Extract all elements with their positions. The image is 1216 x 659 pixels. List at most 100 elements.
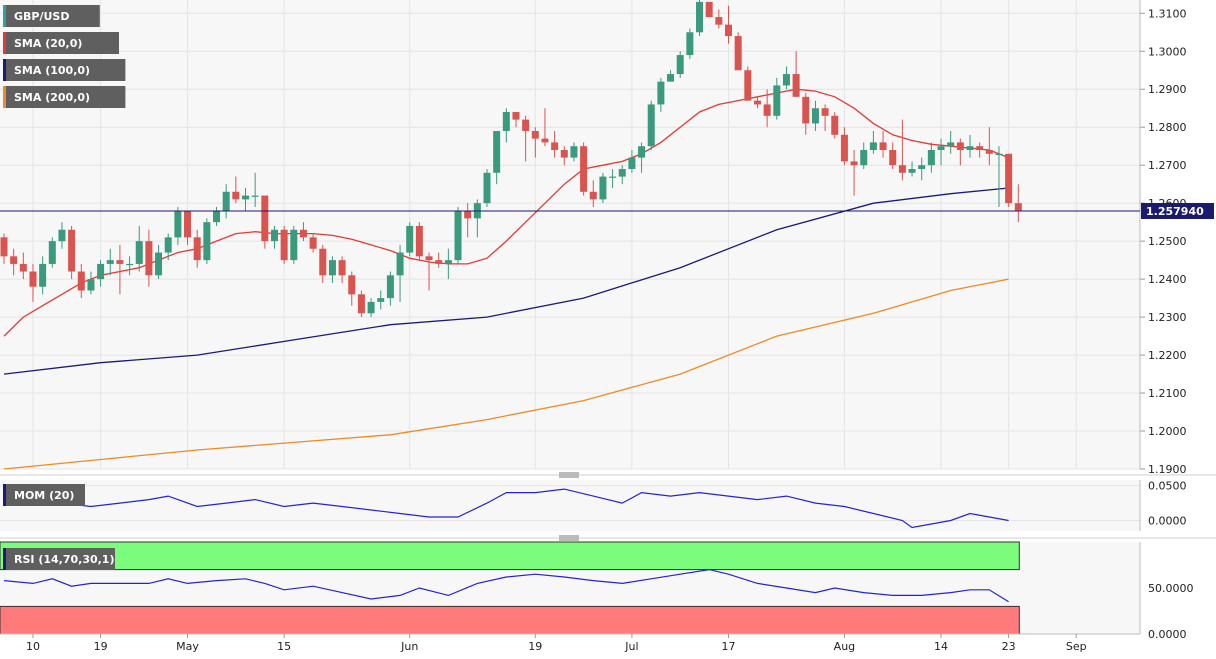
legend-box: [3, 5, 100, 27]
mom-panel-background: [0, 480, 1140, 531]
candle-body: [696, 1, 704, 33]
price-panel-background: [0, 0, 1140, 469]
price-tick-label: 1.2900: [1148, 83, 1187, 96]
candle-body: [1014, 203, 1022, 211]
candle-body: [1005, 153, 1013, 204]
candle-body: [425, 256, 433, 261]
candle-body: [126, 263, 134, 266]
legend-box: [3, 484, 85, 506]
candle-body: [860, 150, 868, 166]
candle-body: [966, 146, 974, 151]
candle-body: [589, 191, 597, 200]
candle-body: [947, 142, 955, 147]
candle-body: [618, 168, 626, 177]
candle-body: [705, 1, 713, 18]
candle-body: [444, 260, 452, 264]
legend-label: SMA (20,0): [14, 37, 82, 50]
legend-label: SMA (200,0): [14, 91, 90, 104]
candle-body: [676, 55, 684, 75]
legend-label: RSI (14,70,30,1): [14, 553, 114, 566]
legend-box: [3, 59, 126, 81]
candle-body: [869, 142, 877, 151]
candle-body: [821, 108, 829, 116]
x-tick-label: Jun: [400, 640, 418, 653]
price-panel: [0, 0, 1216, 469]
candle-body: [763, 104, 771, 116]
candle-body: [609, 176, 617, 178]
candle-body: [744, 70, 752, 101]
candle-body: [551, 142, 559, 151]
candle-body: [464, 210, 472, 219]
candle-body: [541, 138, 549, 143]
candles: [0, 0, 1022, 318]
candle-body: [879, 142, 887, 151]
sma-line: [3, 187, 1009, 375]
candle-body: [87, 279, 95, 291]
candle-body: [145, 241, 153, 276]
candle-body: [512, 112, 520, 120]
legend-box: [3, 86, 126, 108]
candle-body: [242, 195, 249, 200]
candle-body: [116, 260, 124, 264]
rsi-panel: 50.0000 0.0000 RSI (14,70,30,1): [0, 541, 1194, 641]
mom-line: [3, 488, 1009, 529]
candle-body: [290, 229, 298, 261]
candle-body: [299, 229, 307, 238]
candle-body: [811, 108, 819, 124]
candle-body: [657, 81, 665, 105]
candle-body: [174, 210, 182, 238]
candle-body: [667, 74, 675, 82]
candle-body: [628, 157, 636, 169]
legend-box: [3, 548, 115, 570]
candle-body: [522, 119, 530, 132]
candle-body: [995, 153, 1003, 156]
candle-body: [792, 74, 800, 97]
candle-body: [164, 237, 172, 253]
mom-panel: 0.0500 0.0000 MOM (20): [0, 480, 1187, 531]
x-tick-label: 14: [934, 640, 948, 653]
candle-body: [319, 248, 327, 276]
mom-tick-label: 0.0500: [1148, 480, 1187, 493]
candle-body: [377, 298, 385, 302]
legend-color-swatch: [3, 59, 6, 81]
candle-body: [985, 150, 993, 154]
candle-body: [454, 210, 462, 261]
price-tick-label: 1.2400: [1148, 273, 1187, 286]
candle-body: [560, 150, 568, 158]
rsi-tick-label: 50.0000: [1148, 582, 1194, 595]
legend-color-swatch: [3, 32, 6, 54]
candle-body: [251, 195, 259, 197]
candle-body: [580, 146, 588, 192]
candle-body: [135, 241, 143, 264]
candle-body: [0, 237, 8, 257]
candle-body: [406, 225, 414, 253]
price-tick-label: 1.2300: [1148, 311, 1187, 324]
candle-body: [203, 222, 211, 261]
price-axis: 1.1900 1.2000 1.2100 1.2200 1.2300 1.2400 1.25…: [0, 0, 1214, 476]
candle-body: [435, 260, 443, 264]
candle-body: [193, 237, 201, 261]
candle-body: [357, 294, 365, 314]
candle-body: [58, 229, 66, 242]
sma-line: [3, 88, 1009, 337]
x-tick-label: May: [176, 640, 199, 653]
legend-label: MOM (20): [14, 489, 74, 502]
sma-lines: [3, 88, 1009, 470]
legend-box: [3, 32, 119, 54]
candle-body: [782, 74, 790, 86]
candle-body: [734, 36, 742, 71]
candle-body: [483, 172, 491, 204]
x-tick-label: Jul: [624, 640, 638, 653]
candle-body: [908, 168, 916, 173]
candle-body: [918, 165, 926, 169]
candle-body: [97, 263, 105, 280]
candle-body: [184, 210, 192, 238]
price-tick-label: 1.2800: [1148, 121, 1187, 134]
candle-body: [68, 229, 76, 272]
candle-body: [48, 241, 56, 264]
candle-body: [638, 146, 646, 158]
x-tick-label: 23: [1002, 640, 1016, 653]
candle-body: [39, 263, 47, 287]
candle-body: [725, 24, 732, 37]
